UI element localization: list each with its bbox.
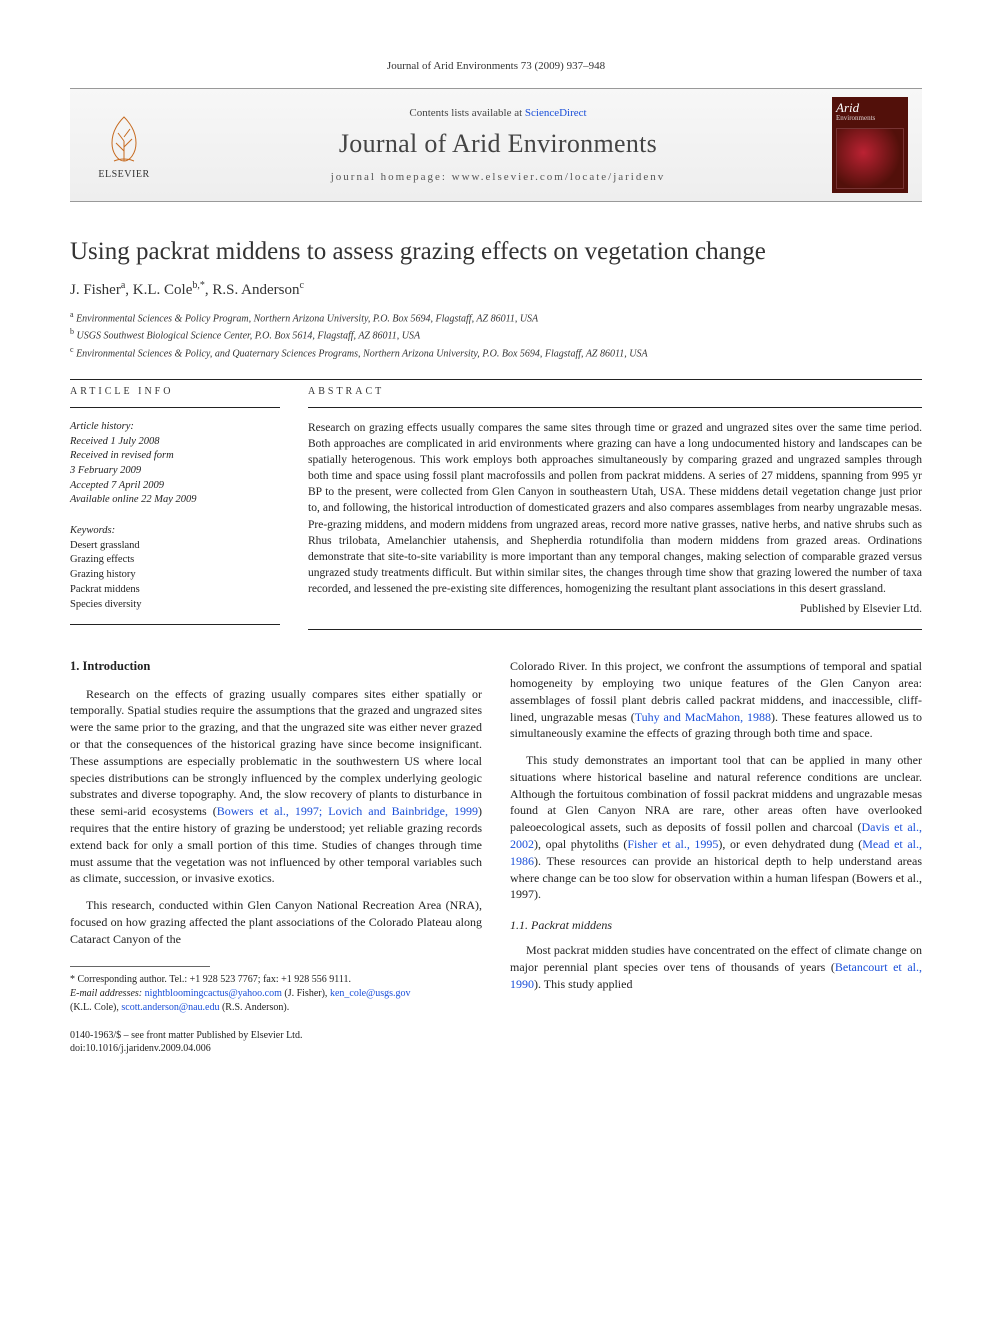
article-title: Using packrat middens to assess grazing … [70,238,922,266]
history-line: Received in revised form [70,450,174,461]
body-paragraph: Most packrat midden studies have concent… [510,942,922,992]
cover-map-graphic [836,128,904,189]
journal-banner: ELSEVIER Contents lists available at Sci… [70,88,922,202]
sciencedirect-link[interactable]: ScienceDirect [525,107,587,119]
abstract-publisher: Published by Elsevier Ltd. [308,601,922,617]
doi-line: doi:10.1016/j.jaridenv.2009.04.006 [70,1042,922,1055]
affiliation-c: c Environmental Sciences & Policy, and Q… [70,344,922,361]
elsevier-tree-icon [96,111,152,167]
footnotes: * Corresponding author. Tel.: +1 928 523… [70,973,482,1015]
body-paragraph: Colorado River. In this project, we conf… [510,658,922,742]
keyword: Packrat middens [70,584,140,595]
email-addresses: E-mail addresses: nightbloomingcactus@ya… [70,987,482,1015]
journal-homepage: journal homepage: www.elsevier.com/locat… [164,171,832,183]
footer-meta: 0140-1963/$ – see front matter Published… [70,1029,922,1055]
affiliation-a: a Environmental Sciences & Policy Progra… [70,309,922,326]
running-header: Journal of Arid Environments 73 (2009) 9… [70,60,922,72]
contents-available: Contents lists available at ScienceDirec… [164,107,832,119]
email-link[interactable]: scott.anderson@nau.edu [121,1002,219,1013]
citation-link[interactable]: Fisher et al., 1995 [627,837,718,851]
article-info-label: ARTICLE INFO [70,386,280,397]
body-columns: 1. Introduction Research on the effects … [70,658,922,1014]
publisher-label: ELSEVIER [98,169,149,180]
history-line: Received 1 July 2008 [70,436,160,447]
article-history: Article history: Received 1 July 2008 Re… [70,420,280,508]
body-paragraph: Research on the effects of grazing usual… [70,686,482,888]
email-link[interactable]: ken_cole@usgs.gov [330,988,411,999]
history-label: Article history: [70,420,280,435]
abstract-text: Research on grazing effects usually comp… [308,420,922,617]
subsection-heading: 1.1. Packrat middens [510,917,922,934]
history-line: Available online 22 May 2009 [70,494,197,505]
homepage-prefix: journal homepage: [331,171,452,183]
history-line: Accepted 7 April 2009 [70,480,164,491]
citation-link[interactable]: Bowers et al., 1997; Lovich and Bainbrid… [217,804,478,818]
body-paragraph: This study demonstrates an important too… [510,752,922,903]
cover-subtitle: Environments [836,114,904,122]
footnote-rule [70,966,210,967]
citation-link[interactable]: Tuhy and MacMahon, 1988 [635,710,771,724]
keyword: Species diversity [70,599,141,610]
body-paragraph: This research, conducted within Glen Can… [70,897,482,947]
affiliation-b: b USGS Southwest Biological Science Cent… [70,326,922,343]
keyword: Grazing effects [70,554,134,565]
homepage-url: www.elsevier.com/locate/jaridenv [452,171,666,183]
section-heading-intro: 1. Introduction [70,658,482,676]
publisher-logo-block: ELSEVIER [84,111,164,180]
affiliations: a Environmental Sciences & Policy Progra… [70,309,922,361]
abstract-label: ABSTRACT [308,386,922,397]
corresponding-author: * Corresponding author. Tel.: +1 928 523… [70,973,482,987]
divider [70,379,922,380]
keywords: Keywords: Desert grassland Grazing effec… [70,524,280,612]
journal-cover-thumbnail: Arid Environments [832,97,908,193]
copyright-line: 0140-1963/$ – see front matter Published… [70,1029,922,1042]
journal-name: Journal of Arid Environments [164,129,832,159]
email-link[interactable]: nightbloomingcactus@yahoo.com [145,988,282,999]
authors-line: J. Fishera, K.L. Coleb,*, R.S. Andersonc [70,280,922,299]
history-line: 3 February 2009 [70,465,141,476]
keyword: Desert grassland [70,540,140,551]
keyword: Grazing history [70,569,136,580]
keywords-label: Keywords: [70,524,280,539]
cover-title: Arid [836,101,904,114]
contents-prefix: Contents lists available at [409,107,524,119]
